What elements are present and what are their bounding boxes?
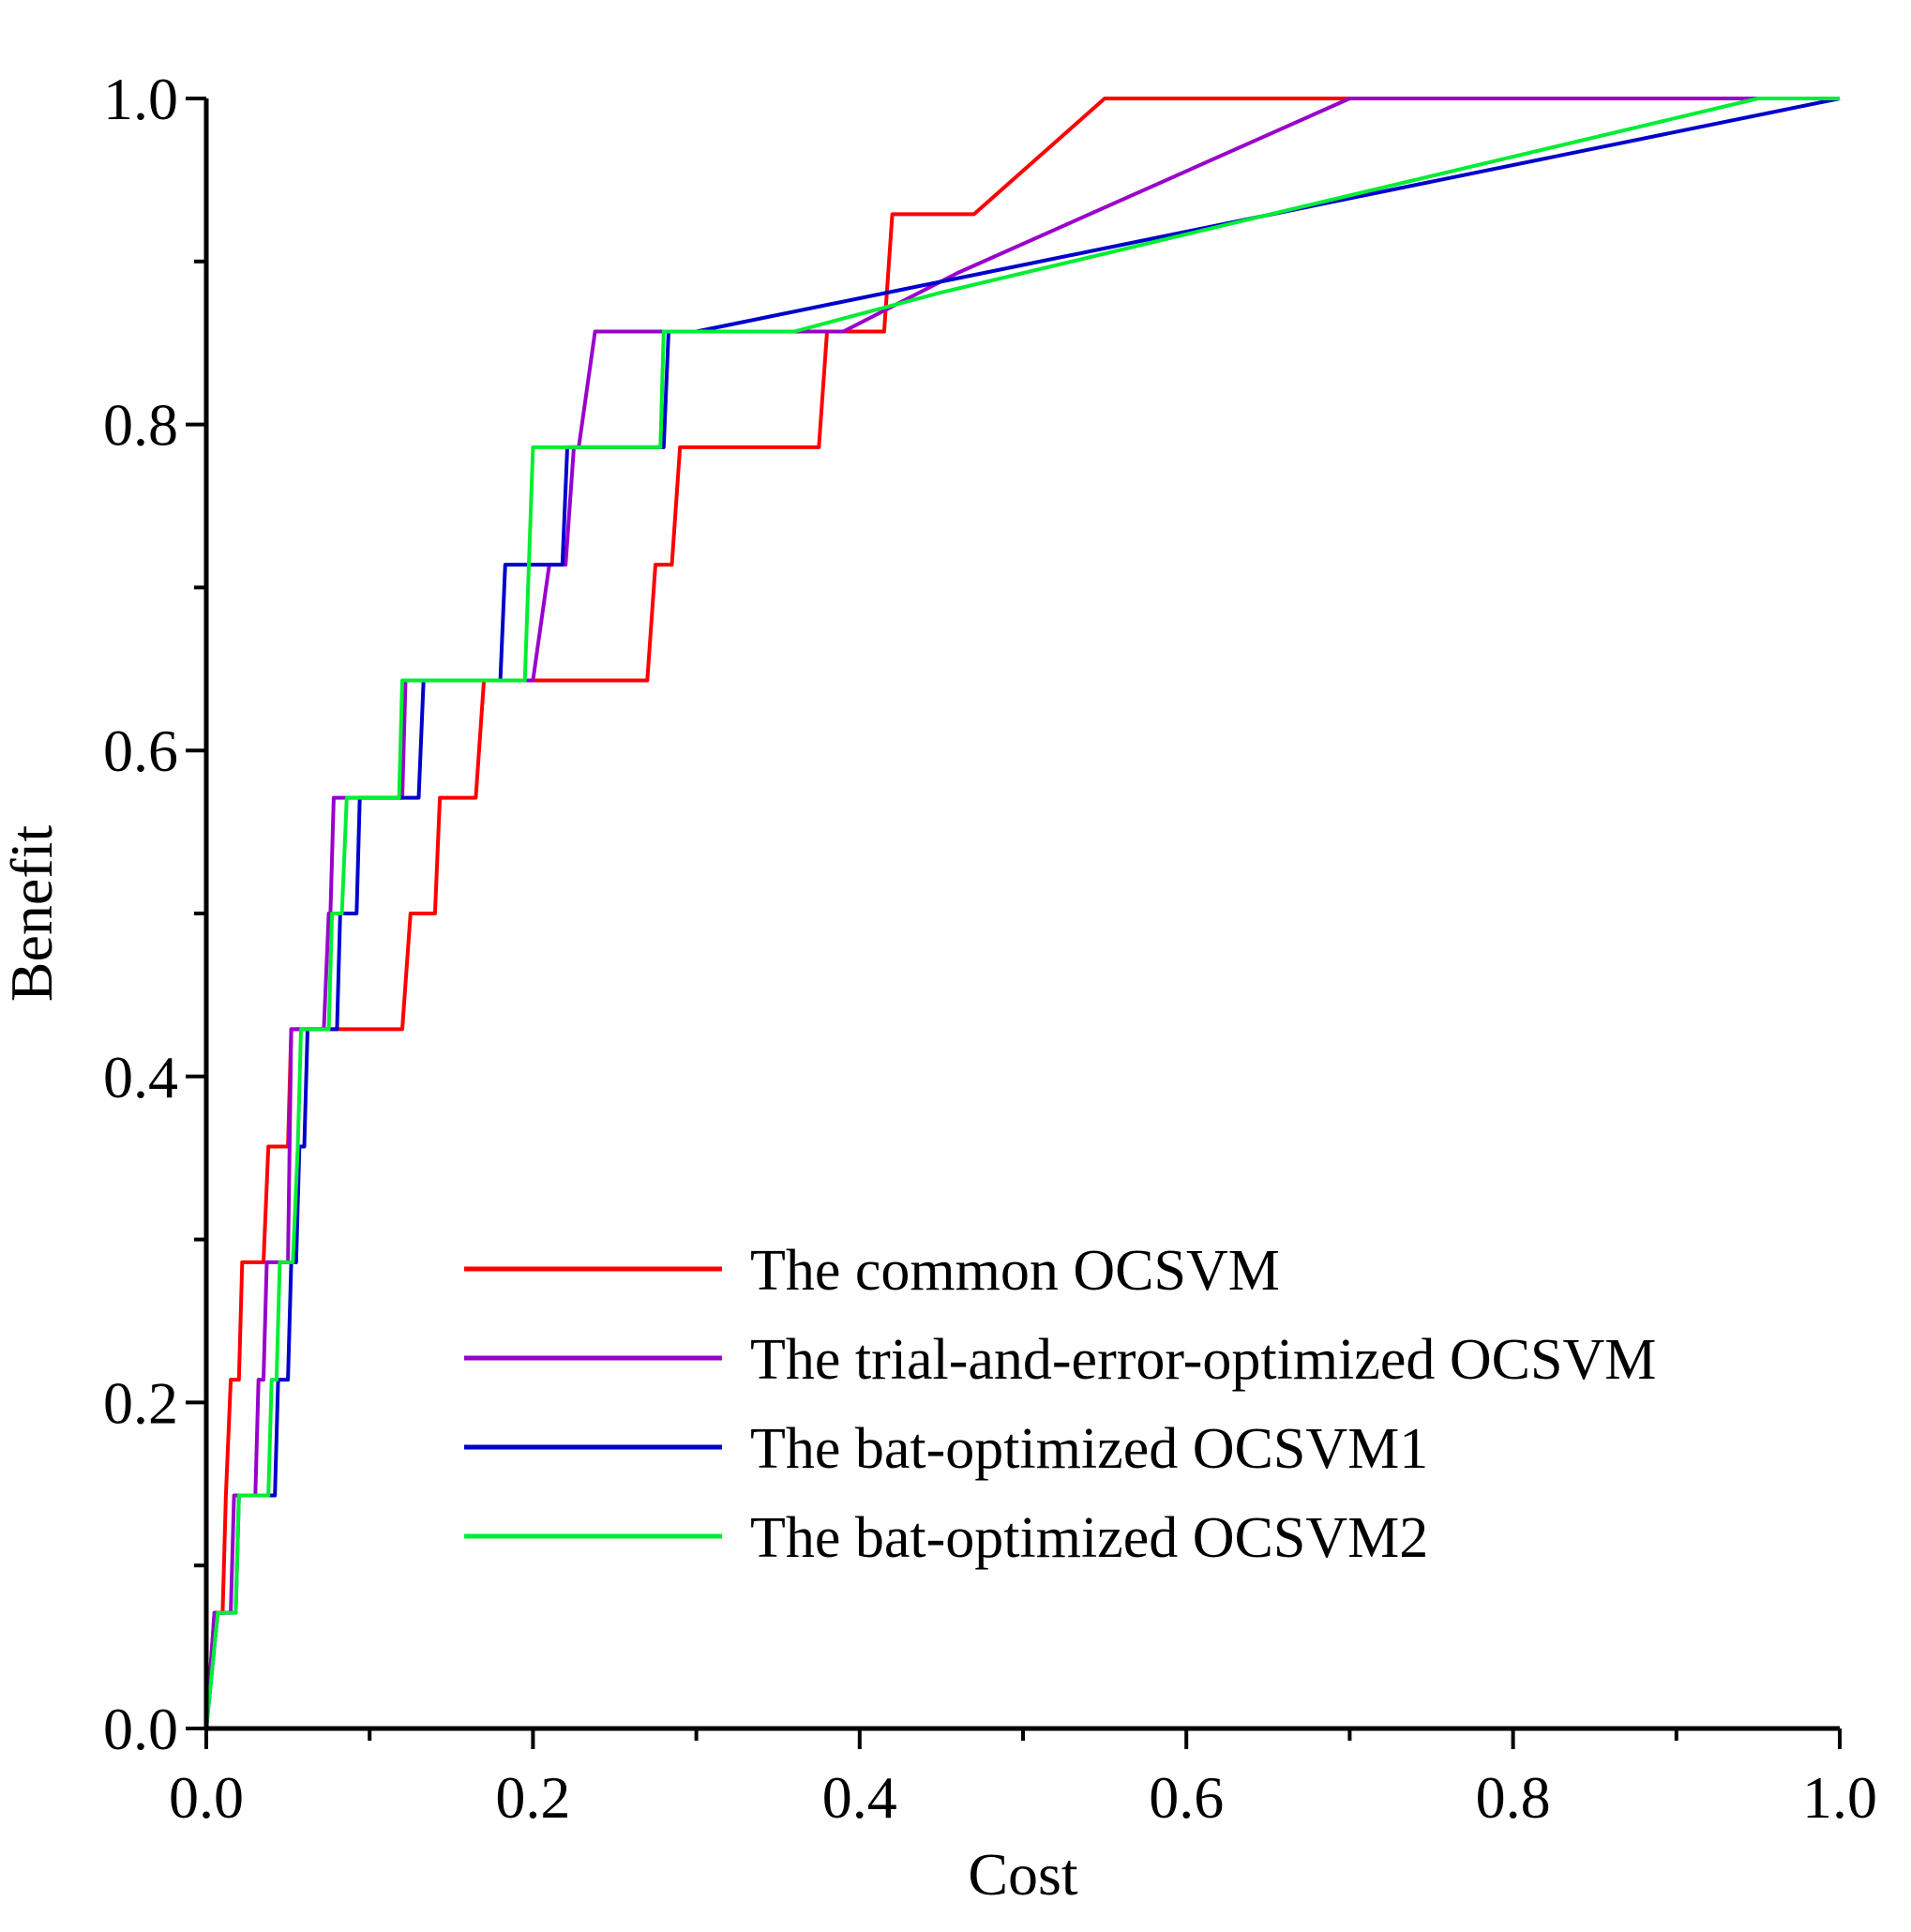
y-tick-label: 0.0 [103, 1696, 178, 1762]
x-tick-label: 0.4 [822, 1764, 897, 1831]
x-tick-label: 0.0 [169, 1764, 244, 1831]
series-line-the-bat-optimized-ocsvm2 [204, 97, 1840, 1729]
series-line-the-common-ocsvm [204, 97, 1840, 1729]
y-tick-label: 0.4 [103, 1044, 178, 1110]
y-tick-label: 0.8 [103, 392, 178, 459]
series-lines [204, 97, 1841, 1729]
series-line-the-trial-and-error-optimized-ocsvm [204, 97, 1840, 1729]
legend: The common OCSVM The trial-and-error-opti… [464, 1239, 1656, 1570]
x-tick-label: 0.6 [1149, 1764, 1224, 1831]
legend-label: The bat-optimized OCSVM1 [750, 1417, 1428, 1481]
x-tick-label: 0.8 [1476, 1764, 1551, 1831]
y-axis-title: Benefit [0, 825, 65, 1003]
series-line-the-bat-optimized-ocsvm1 [204, 97, 1841, 1729]
axes [203, 98, 1840, 1731]
x-axis-title: Cost [968, 1841, 1078, 1908]
x-tick-label: 1.0 [1802, 1764, 1877, 1831]
legend-label: The trial-and-error-optimized OCSVM [750, 1328, 1656, 1392]
legend-label: The bat-optimized OCSVM2 [750, 1506, 1428, 1570]
y-tick-label: 1.0 [103, 66, 178, 132]
axis-ticks: 0.0 0.2 0.4 0.6 0.8 1.0 0.0 0.2 0.4 0.6 0.8 1.0 [103, 66, 1877, 1831]
x-tick-label: 0.2 [495, 1764, 570, 1831]
y-tick-label: 0.6 [103, 717, 178, 784]
y-tick-label: 0.2 [103, 1369, 178, 1436]
legend-label: The common OCSVM [750, 1239, 1280, 1303]
